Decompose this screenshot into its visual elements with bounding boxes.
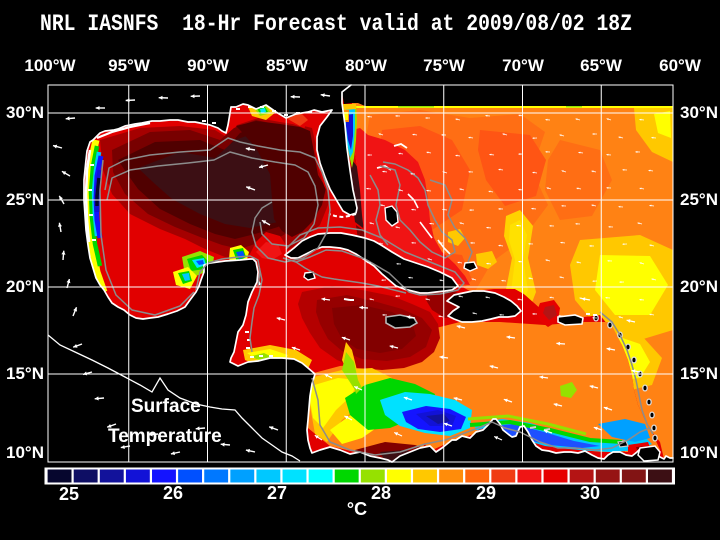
svg-text:30°N: 30°N — [6, 103, 44, 122]
svg-text:20°N: 20°N — [6, 277, 44, 296]
svg-text:75°W: 75°W — [423, 56, 466, 75]
svg-text:25°N: 25°N — [6, 190, 44, 209]
svg-text:Surface: Surface — [131, 396, 201, 417]
svg-text:Temperature: Temperature — [108, 426, 222, 447]
svg-text:15°N: 15°N — [6, 364, 44, 383]
svg-text:10°N: 10°N — [6, 443, 44, 462]
svg-text:30°N: 30°N — [680, 103, 718, 122]
svg-text:100°W: 100°W — [24, 56, 76, 75]
svg-text:26: 26 — [163, 483, 183, 503]
svg-text:30: 30 — [580, 483, 600, 503]
svg-text:60°W: 60°W — [659, 56, 702, 75]
svg-text:70°W: 70°W — [502, 56, 545, 75]
svg-text:95°W: 95°W — [108, 56, 151, 75]
svg-text:90°W: 90°W — [187, 56, 230, 75]
svg-text:27: 27 — [267, 483, 287, 503]
svg-text:28: 28 — [371, 483, 391, 503]
svg-text:15°N: 15°N — [680, 364, 718, 383]
svg-text:NRL IASNFS 18-Hr Forecast val: NRL IASNFS 18-Hr Forecast valid at 2009/… — [40, 11, 632, 37]
svg-text:20°N: 20°N — [680, 277, 718, 296]
svg-text:25°N: 25°N — [680, 190, 718, 209]
svg-text:65°W: 65°W — [580, 56, 623, 75]
svg-text:85°W: 85°W — [266, 56, 309, 75]
svg-text:25: 25 — [59, 484, 79, 504]
svg-text:°C: °C — [347, 499, 367, 519]
svg-text:29: 29 — [476, 483, 496, 503]
svg-text:80°W: 80°W — [345, 56, 388, 75]
svg-text:10°N: 10°N — [680, 443, 718, 462]
